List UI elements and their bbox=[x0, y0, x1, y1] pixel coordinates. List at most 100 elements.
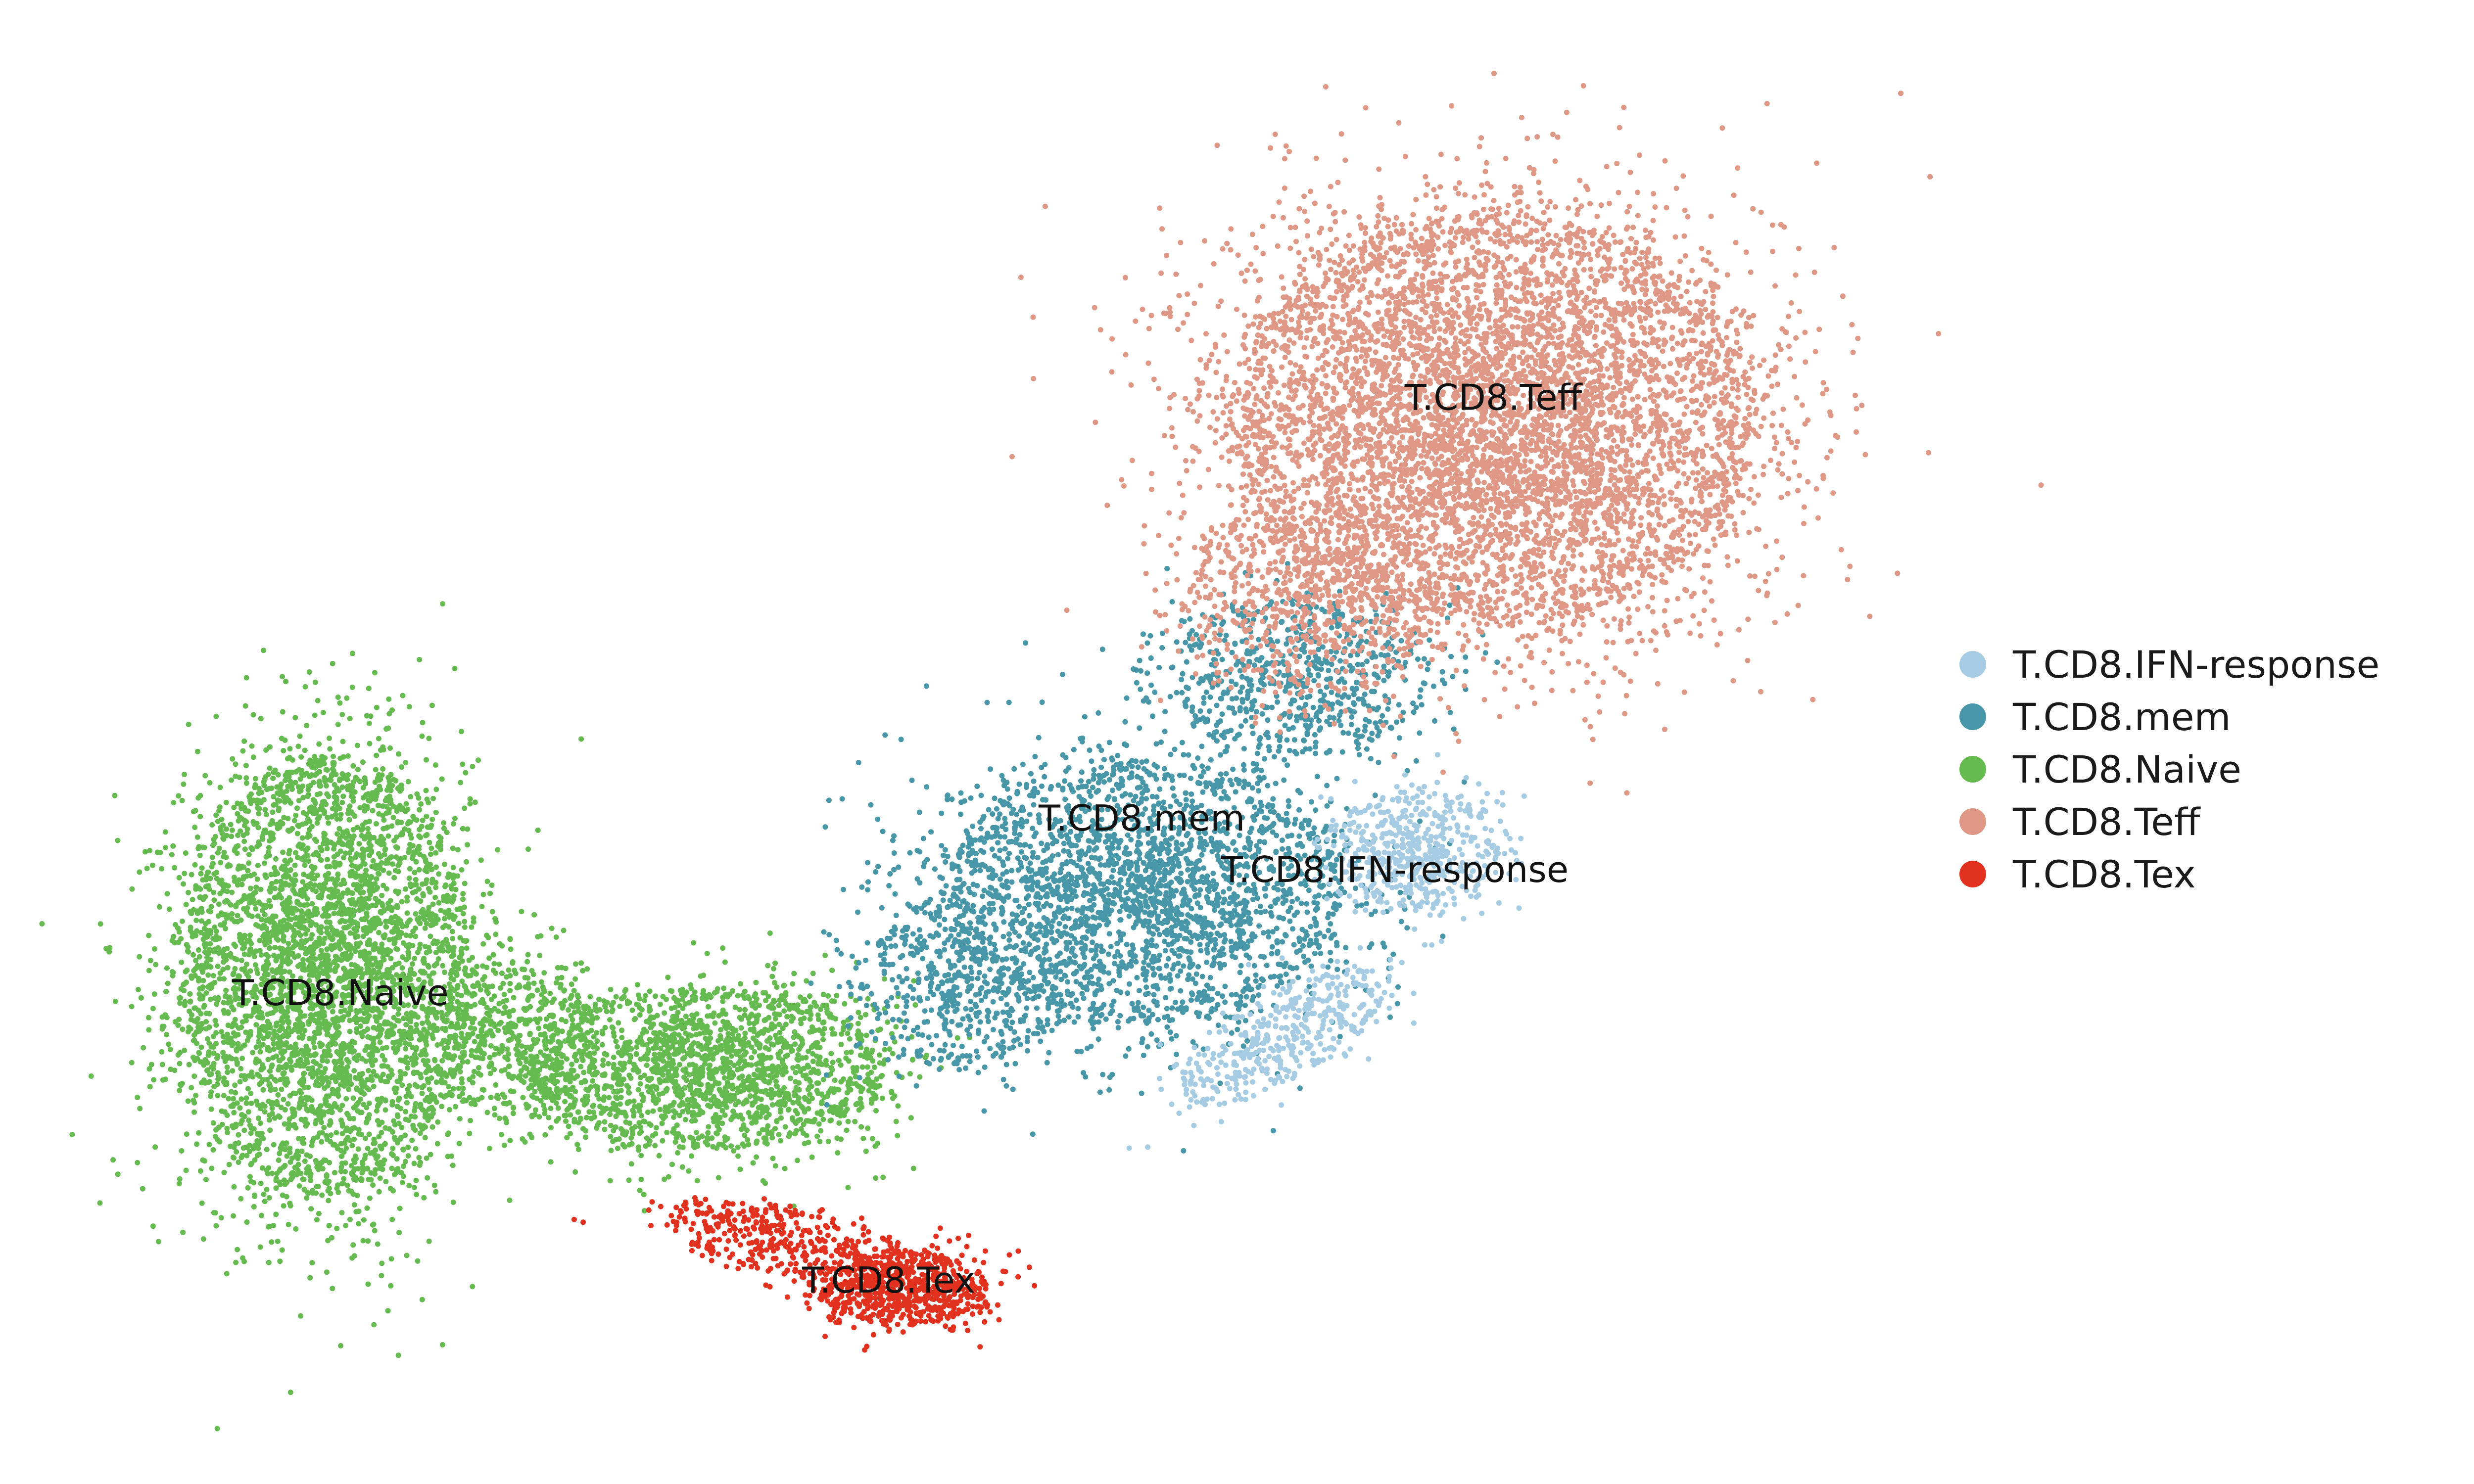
point bbox=[495, 847, 501, 853]
point bbox=[287, 1145, 293, 1151]
point bbox=[309, 1260, 315, 1266]
point bbox=[484, 932, 490, 938]
point bbox=[221, 884, 227, 890]
point bbox=[319, 1192, 325, 1198]
point bbox=[337, 919, 343, 925]
point bbox=[313, 1117, 319, 1123]
point bbox=[376, 1102, 381, 1108]
point bbox=[293, 1226, 299, 1232]
point bbox=[267, 1068, 273, 1074]
point bbox=[768, 1055, 774, 1061]
point bbox=[238, 1073, 244, 1079]
point bbox=[161, 1023, 167, 1029]
point bbox=[298, 788, 304, 793]
point bbox=[452, 666, 458, 671]
point bbox=[400, 954, 405, 960]
point bbox=[394, 1156, 400, 1162]
point bbox=[441, 820, 447, 826]
point bbox=[441, 1094, 447, 1100]
point bbox=[197, 814, 203, 820]
point bbox=[464, 938, 470, 944]
point bbox=[381, 957, 387, 963]
point bbox=[257, 948, 263, 954]
point bbox=[297, 902, 303, 908]
point bbox=[334, 1059, 340, 1065]
point bbox=[278, 1166, 284, 1172]
point bbox=[534, 987, 540, 993]
point bbox=[228, 822, 234, 828]
point bbox=[188, 925, 193, 930]
point bbox=[395, 934, 401, 939]
point bbox=[790, 1065, 796, 1071]
point bbox=[607, 1112, 613, 1117]
point bbox=[443, 882, 449, 888]
point bbox=[379, 1130, 384, 1136]
point bbox=[238, 958, 244, 964]
point bbox=[496, 1115, 502, 1121]
point bbox=[295, 953, 301, 959]
point bbox=[233, 1121, 239, 1127]
point bbox=[389, 907, 394, 913]
point bbox=[199, 1080, 204, 1086]
point bbox=[346, 1076, 352, 1082]
point bbox=[176, 995, 182, 1001]
point bbox=[350, 650, 355, 656]
point bbox=[319, 1159, 325, 1165]
point bbox=[206, 963, 212, 969]
point bbox=[388, 772, 394, 778]
point bbox=[354, 1085, 360, 1091]
point bbox=[433, 809, 439, 815]
point bbox=[362, 778, 368, 784]
point bbox=[312, 798, 318, 804]
point bbox=[302, 747, 308, 753]
point bbox=[207, 780, 213, 786]
point bbox=[190, 1097, 196, 1103]
point bbox=[794, 1111, 800, 1116]
point bbox=[215, 1137, 221, 1143]
point bbox=[317, 1040, 323, 1046]
point bbox=[430, 795, 436, 801]
point bbox=[360, 795, 366, 801]
point bbox=[276, 927, 281, 933]
point bbox=[294, 805, 300, 811]
point bbox=[343, 1096, 349, 1102]
point bbox=[224, 1125, 230, 1131]
point bbox=[265, 1033, 271, 1039]
point bbox=[334, 1104, 340, 1110]
point bbox=[349, 840, 354, 846]
point bbox=[388, 1256, 394, 1262]
point bbox=[295, 1167, 301, 1173]
point bbox=[285, 1033, 290, 1039]
point bbox=[605, 1061, 611, 1067]
point bbox=[221, 1075, 227, 1081]
point bbox=[337, 1082, 343, 1088]
point bbox=[245, 1185, 251, 1191]
point bbox=[458, 948, 464, 954]
point bbox=[316, 1210, 322, 1216]
point bbox=[279, 1247, 285, 1253]
point bbox=[419, 1090, 425, 1096]
point bbox=[349, 920, 355, 926]
point bbox=[270, 809, 276, 815]
point bbox=[403, 1109, 409, 1114]
point bbox=[191, 1037, 197, 1043]
point bbox=[356, 1131, 362, 1137]
point bbox=[393, 888, 399, 894]
point bbox=[262, 872, 268, 878]
point bbox=[328, 1042, 334, 1048]
point bbox=[247, 932, 253, 938]
point bbox=[315, 873, 320, 878]
point bbox=[204, 883, 210, 889]
point bbox=[341, 906, 347, 912]
point bbox=[240, 1255, 246, 1261]
point bbox=[243, 1095, 249, 1101]
point bbox=[413, 933, 419, 939]
point bbox=[417, 657, 423, 662]
point bbox=[330, 806, 335, 812]
point bbox=[333, 1065, 339, 1070]
point bbox=[193, 1018, 199, 1023]
point bbox=[282, 1162, 288, 1168]
point bbox=[305, 1164, 311, 1170]
point bbox=[448, 896, 454, 902]
point bbox=[324, 1103, 330, 1108]
